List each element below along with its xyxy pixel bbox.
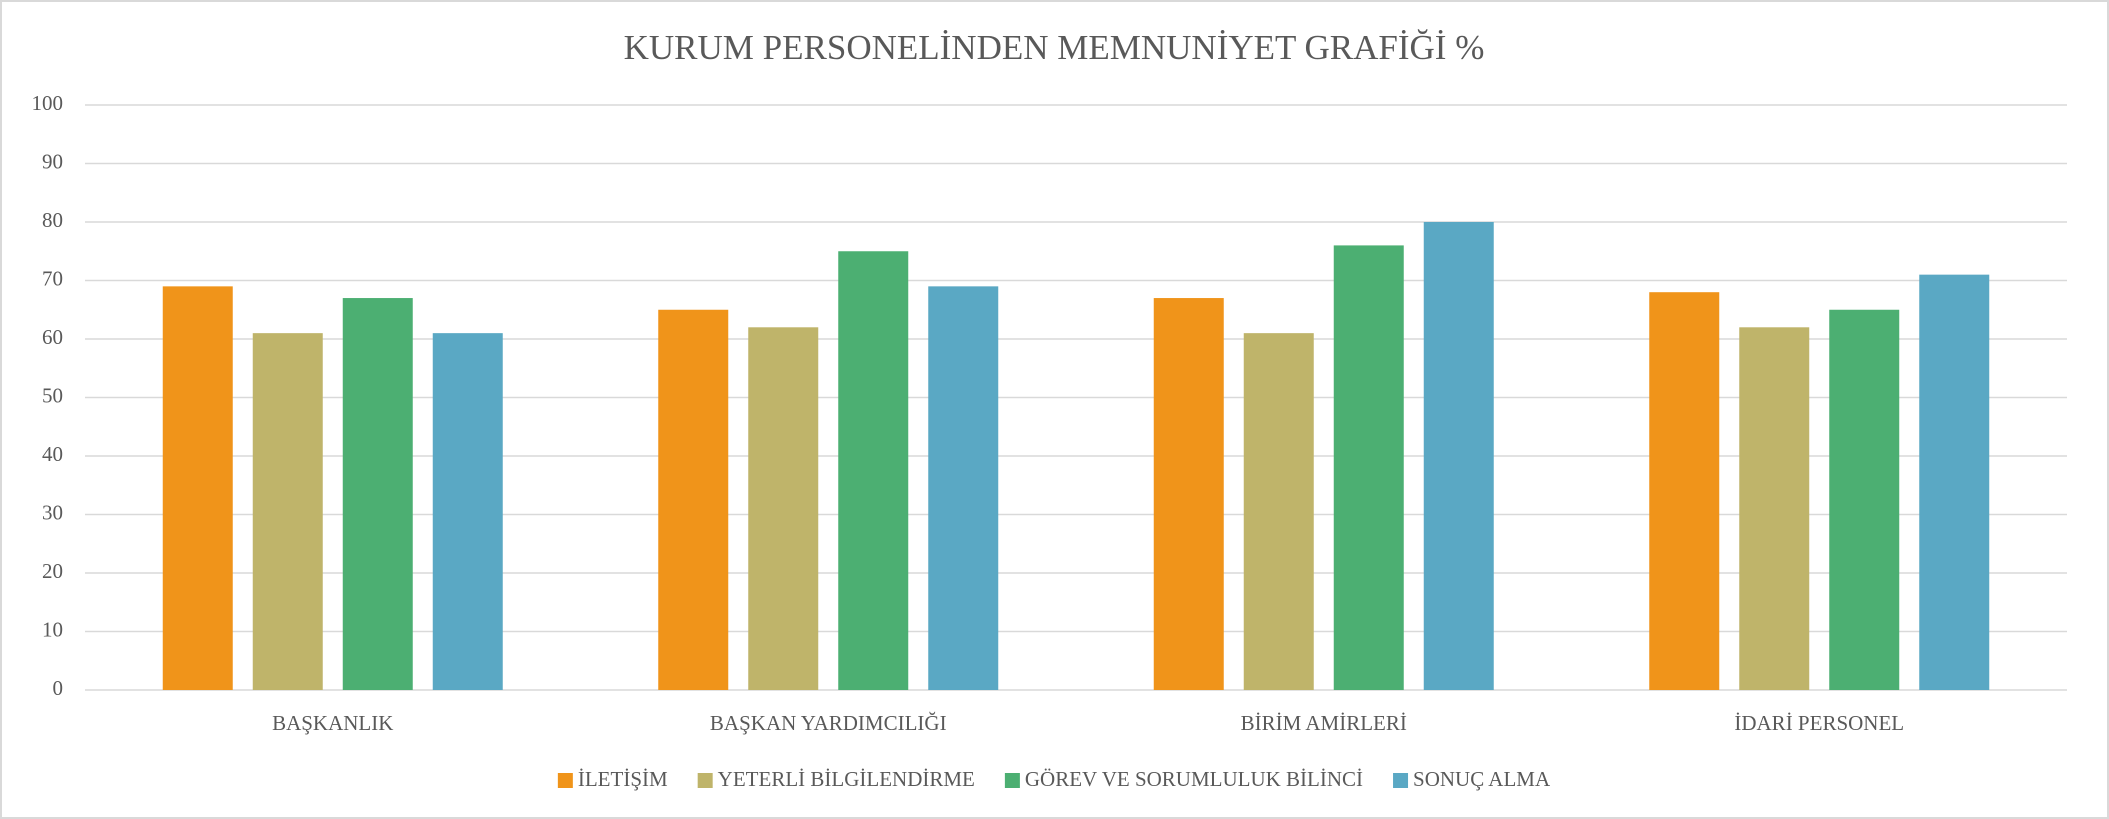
bar [1243,333,1314,690]
bar [342,298,413,690]
y-tick-label: 80 [42,208,63,232]
legend-label: SONUÇ ALMA [1413,767,1551,791]
legend-label: GÖREV VE SORUMLULUK BİLİNCİ [1025,767,1363,791]
y-tick-label: 70 [42,266,63,290]
y-tick-label: 40 [42,442,63,466]
bar [1829,309,1900,690]
bar [432,333,503,690]
x-tick-label: BAŞKAN YARDIMCILIĞI [710,711,947,735]
x-tick-label: İDARİ PERSONEL [1734,711,1904,735]
y-tick-label: 50 [42,383,63,407]
y-tick-label: 100 [32,91,64,115]
legend-swatch [557,773,573,788]
bar [658,309,729,690]
bar [1153,298,1224,690]
bar [1423,222,1494,690]
chart-title: KURUM PERSONELİNDEN MEMNUNİYET GRAFİĞİ % [624,28,1485,67]
bar [838,251,909,690]
y-tick-label: 90 [42,149,63,173]
x-tick-label: BİRİM AMİRLERİ [1241,711,1407,735]
legend-label: İLETİŞİM [578,767,668,791]
y-tick-label: 20 [42,559,63,583]
bar [748,327,819,690]
x-tick-label: BAŞKANLIK [272,711,393,735]
bar [252,333,323,690]
y-tick-label: 10 [42,617,63,641]
bar [1739,327,1810,690]
legend-swatch [1393,773,1409,788]
y-tick-label: 30 [42,500,63,524]
legend-label: YETERLİ BİLGİLENDİRME [718,767,975,791]
bar [928,286,999,690]
bar [162,286,233,690]
bar [1919,274,1990,690]
bar [1333,245,1404,690]
y-tick-label: 0 [53,676,64,700]
legend-swatch [1004,773,1020,788]
bar [1649,292,1720,690]
legend-swatch [697,773,713,788]
y-tick-label: 60 [42,325,63,349]
